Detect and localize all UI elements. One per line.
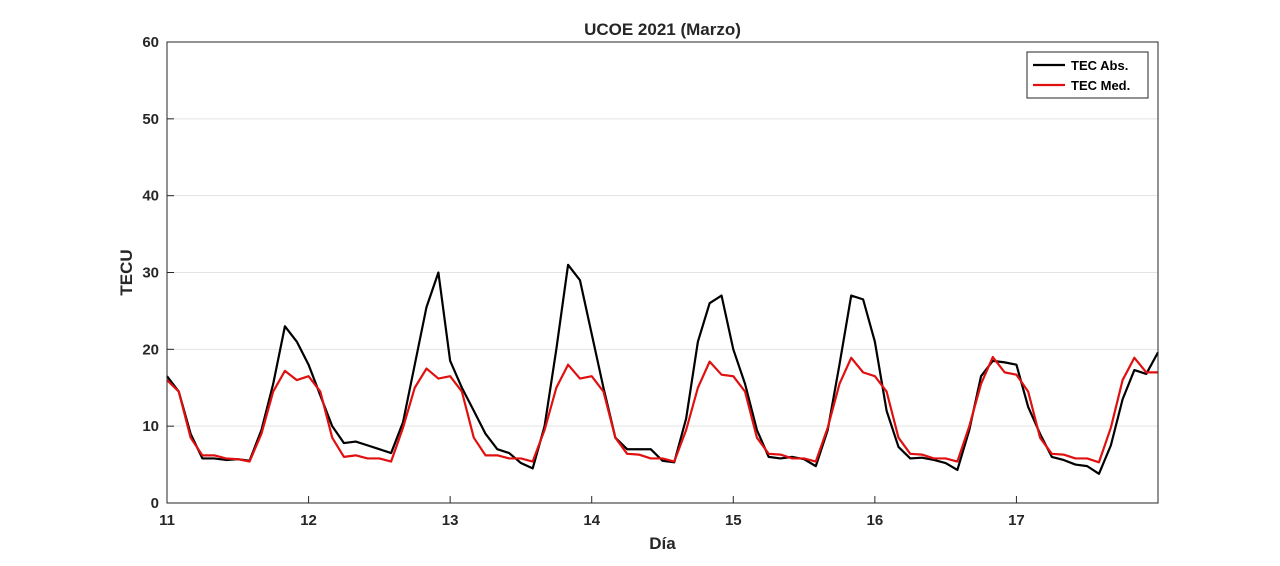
y-tick-label: 20 [142,341,159,358]
x-tick-label: 12 [300,512,317,529]
legend-box [1026,51,1149,99]
y-tick-label: 40 [142,188,159,205]
y-tick-label: 10 [142,418,159,435]
x-tick-label: 16 [867,512,884,529]
y-tick-label: 50 [142,111,159,128]
legend: TEC Abs. TEC Med. [1026,51,1149,99]
x-tick-label: 15 [725,512,742,529]
series-line-2 [166,355,1158,464]
y-tick-label: 30 [142,265,159,282]
legend-label: TEC Abs. [1071,58,1128,73]
series-layer [166,263,1159,475]
y-axis-label: TECU [117,249,136,295]
chart-title: UCOE 2021 (Marzo) [584,20,741,39]
ticks: 0 10 20 30 40 50 60 11 12 13 14 15 16 17 [142,34,1024,529]
x-tick-label: 13 [442,512,459,529]
legend-label: TEC Med. [1071,78,1130,93]
x-tick-label: 14 [583,512,600,529]
x-tick-label: 11 [159,512,175,529]
y-tick-label: 60 [142,34,159,51]
series-line-1 [166,263,1159,475]
x-tick-label: 17 [1008,512,1025,529]
y-tick-label: 0 [151,495,159,512]
x-axis-label: Día [649,534,676,553]
